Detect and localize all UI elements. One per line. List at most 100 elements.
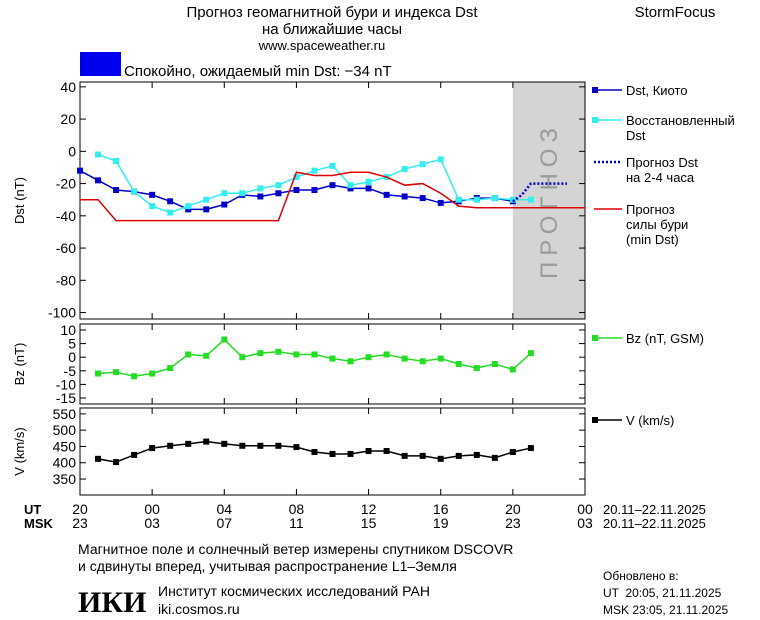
x2-tick-label: 15 [361,515,377,531]
forecast-band [512,82,585,319]
point [527,350,534,357]
point [329,182,336,189]
x2-tick-label: 11 [289,515,304,531]
point [491,361,498,367]
institute: Институт космических исследований РАН [158,583,430,599]
point [401,452,408,459]
point [149,203,156,210]
point [149,445,156,452]
legend-label: Bz (nT, GSM) [626,331,704,346]
point [275,442,282,449]
point [203,438,210,445]
legend-marker [592,117,598,123]
point [383,191,390,198]
y-tick-label: 500 [53,422,77,438]
point [455,361,462,367]
point [203,206,210,213]
point [167,442,174,449]
x2-tick-label: 23 [505,515,521,531]
point [293,444,300,451]
title: на ближайшие часы [262,21,402,38]
point [239,442,246,449]
x2-tick-label: 23 [72,515,88,531]
plot-frame [79,81,586,320]
forecast-label: ПРОГНОЗ [536,122,563,279]
point [365,178,372,185]
point [347,358,354,365]
point [401,355,408,362]
point [95,177,102,184]
point [113,369,120,376]
point [365,448,372,455]
note: и сдвинуты вперед, учитывая распростране… [78,558,457,574]
point [383,448,390,455]
point [527,445,534,452]
site: www.spaceweather.ru [258,38,385,53]
point [509,448,516,455]
legend-marker [592,417,598,423]
x2-label: MSK [24,516,54,531]
point [509,196,516,203]
institute-site[interactable]: iki.cosmos.ru [158,601,240,617]
y-tick-label: 550 [53,406,77,422]
point [365,185,372,192]
title: Прогноз геомагнитной бури и индекса Dst [186,4,478,21]
point [221,190,228,197]
y-tick-label: -10 [56,376,76,392]
point [185,206,192,213]
point [527,196,534,203]
point [239,190,246,197]
y-tick-label: 450 [53,438,77,454]
updated-msk: MSK 23:05, 21.11.2025 [603,603,729,617]
point [221,201,228,208]
legend-label: Прогноз Dst на 2-4 часа [626,155,698,185]
series-line [97,338,532,378]
y-tick-label: 0 [68,143,76,159]
point [311,187,318,194]
y-tick-label: -80 [56,272,76,288]
point [257,185,264,192]
point [347,185,354,192]
point [257,193,264,200]
y-tick-label: 400 [53,455,77,471]
point [221,440,228,447]
y-tick-label: -20 [56,176,76,192]
point [455,196,462,203]
point [365,354,372,361]
point [473,451,480,458]
point [275,182,282,189]
point [149,191,156,198]
legend-label: Dst, Киото [626,83,688,98]
point [257,442,264,449]
y-tick-label: 350 [53,471,77,487]
point [509,366,516,373]
point [311,167,318,174]
point [203,196,210,203]
point [257,350,264,357]
y-tick-label: -40 [56,208,76,224]
legend-marker [592,87,598,93]
point [185,440,192,447]
y-tick-label: 0 [68,349,76,365]
point [221,336,228,343]
point [95,370,102,377]
point [473,196,480,203]
x2-tick-label: 03 [577,515,593,531]
point [419,452,426,459]
point [419,358,426,365]
point [329,355,336,362]
legend-label: Прогноз силы бури (min Dst) [626,202,688,247]
point [311,351,318,358]
y-axis-label: V (km/s) [12,427,27,475]
y-tick-label: -100 [48,305,76,321]
y-tick-label: -5 [64,363,77,379]
point [455,452,462,459]
point [329,162,336,169]
point [329,450,336,457]
point [311,448,318,455]
point [185,203,192,210]
point [95,151,102,158]
point [491,454,498,461]
x-tick-label: 00 [577,501,593,517]
legend-marker [592,335,598,341]
